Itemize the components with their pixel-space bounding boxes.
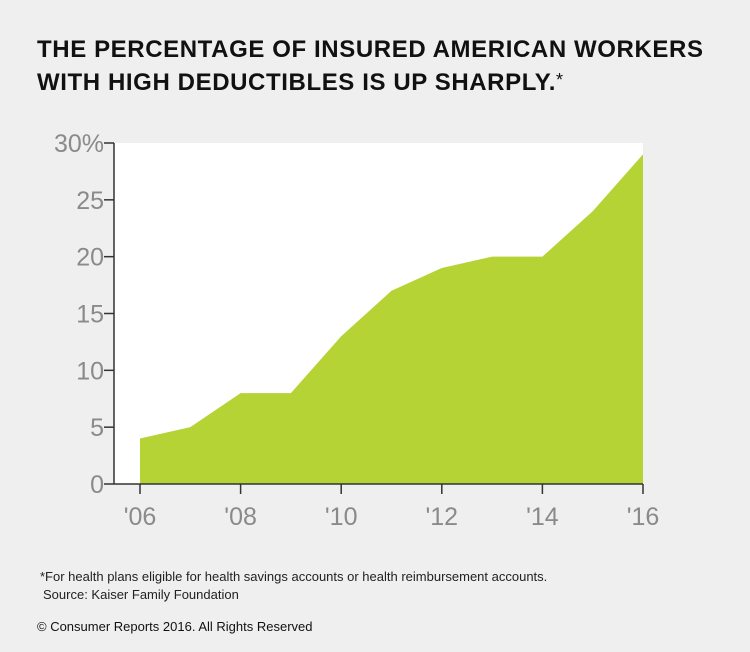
chart-title-line-1: THE PERCENTAGE OF INSURED AMERICAN WORKE… [37,36,704,63]
x-tick-label-2012: '12 [426,503,459,531]
y-tick-label-5: 5 [90,414,104,442]
source-text: Source: Kaiser Family Foundation [43,587,239,602]
footnote: *For health plans eligible for health sa… [40,568,547,604]
x-tick-label-2008: '08 [224,503,257,531]
y-tick-label-30: 30% [54,130,104,158]
chart-title-line-2-text: WITH HIGH DEDUCTIBLES IS UP SHARPLY. [37,69,556,96]
y-tick-label-25: 25 [76,187,104,215]
x-tick-label-2014: '14 [526,503,559,531]
x-tick-label-2010: '10 [325,503,358,531]
x-tick-label-2016: '16 [627,503,660,531]
y-tick-label-20: 20 [76,244,104,272]
y-tick-label-10: 10 [76,357,104,385]
x-tick-label-2006: '06 [124,503,157,531]
chart-title: THE PERCENTAGE OF INSURED AMERICAN WORKE… [37,34,727,98]
area-series [140,154,643,484]
chart-title-line-2: WITH HIGH DEDUCTIBLES IS UP SHARPLY.* [37,65,727,98]
title-asterisk: * [556,70,564,90]
footnote-text: *For health plans eligible for health sa… [40,569,548,584]
copyright-text: © Consumer Reports 2016. All Rights Rese… [37,619,313,634]
y-tick-label-0: 0 [90,471,104,499]
y-tick-label-15: 15 [76,301,104,329]
